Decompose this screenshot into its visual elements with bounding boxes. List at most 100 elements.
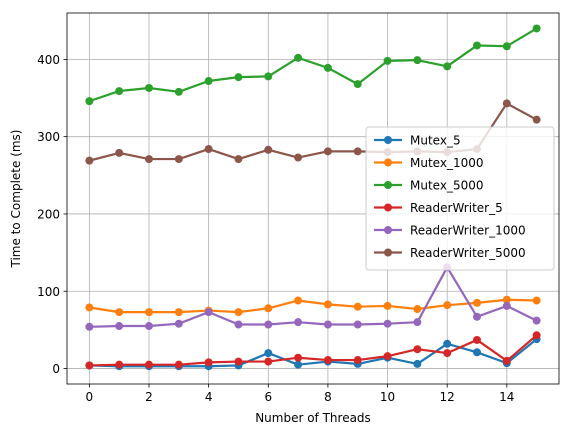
y-axis-label: Time to Complete (ms): [9, 130, 23, 269]
y-tick-label: 300: [37, 130, 60, 144]
legend-item: ReaderWriter_5: [374, 201, 503, 215]
x-tick-label: 8: [324, 390, 332, 404]
data-point: [115, 87, 124, 96]
series-readerwriter-5: [85, 331, 541, 370]
data-point: [383, 56, 392, 65]
legend-swatch-marker: [384, 248, 392, 257]
data-point: [204, 145, 213, 154]
data-point: [234, 155, 243, 164]
data-point: [323, 300, 332, 309]
data-point: [443, 349, 452, 358]
y-tick-label: 100: [37, 285, 60, 299]
data-point: [443, 62, 452, 71]
data-point: [323, 356, 332, 365]
legend-item: ReaderWriter_1000: [374, 224, 526, 238]
data-point: [413, 359, 422, 368]
legend-swatch-marker: [384, 136, 392, 144]
data-point: [502, 295, 511, 304]
data-point: [264, 72, 273, 81]
data-point: [85, 156, 94, 165]
plot-area-frame: [66, 12, 560, 385]
y-axis-ticks: 0 100 200 300 400: [37, 53, 67, 376]
data-point: [353, 302, 362, 311]
x-tick-label: 4: [205, 390, 213, 404]
data-point: [353, 356, 362, 365]
data-point: [204, 358, 213, 367]
legend-label: ReaderWriter_5000: [410, 246, 526, 260]
data-point: [473, 298, 481, 307]
data-point: [473, 348, 481, 357]
legend: Mutex_5 Mutex_1000 Mutex_5000 ReaderWriter_…: [365, 126, 555, 271]
x-tick-label: 10: [380, 390, 395, 404]
series-line: [89, 298, 537, 314]
data-point: [85, 322, 94, 331]
data-point: [473, 335, 481, 344]
legend-box: [365, 126, 555, 271]
data-point: [323, 63, 332, 72]
data-point: [234, 320, 243, 329]
data-point: [174, 360, 183, 369]
y-tick-label: 0: [52, 362, 60, 376]
data-point: [145, 83, 153, 92]
data-point: [264, 349, 273, 358]
data-point: [353, 80, 362, 89]
data-point: [532, 316, 541, 325]
data-point: [323, 320, 332, 329]
data-point: [145, 308, 153, 317]
series-line: [89, 334, 538, 367]
data-point: [502, 42, 511, 51]
legend-item: Mutex_5000: [374, 179, 483, 193]
data-point: [85, 361, 94, 370]
x-tick-label: 0: [86, 390, 94, 404]
data-point: [294, 360, 303, 369]
legend-swatch-marker: [384, 158, 392, 167]
data-point: [264, 145, 273, 154]
data-point: [234, 308, 243, 317]
data-point: [383, 352, 392, 361]
data-point: [294, 53, 303, 62]
x-axis-label: Number of Threads: [255, 411, 371, 425]
data-point: [145, 322, 153, 331]
data-point: [443, 301, 452, 310]
data-point: [264, 357, 273, 366]
data-point: [264, 320, 273, 329]
data-point: [413, 56, 422, 65]
y-tick-label: 400: [37, 53, 60, 67]
y-tick-label: 200: [37, 207, 60, 221]
data-point: [383, 301, 392, 310]
data-point: [174, 308, 183, 317]
x-tick-label: 12: [440, 390, 455, 404]
data-point: [443, 339, 452, 348]
data-point: [115, 322, 124, 331]
x-tick-label: 6: [264, 390, 272, 404]
data-point: [174, 87, 183, 96]
legend-label: Mutex_1000: [410, 156, 483, 170]
data-point: [264, 304, 273, 313]
series-line: [89, 338, 538, 368]
data-point: [145, 155, 153, 164]
legend-label: ReaderWriter_1000: [410, 224, 526, 238]
legend-label: ReaderWriter_5: [410, 201, 503, 215]
x-tick-label: 2: [145, 390, 153, 404]
legend-item: Mutex_1000: [374, 156, 483, 170]
data-point: [383, 319, 392, 328]
legend-item: ReaderWriter_5000: [374, 246, 526, 260]
legend-label: Mutex_5000: [410, 179, 483, 193]
data-point: [353, 320, 362, 329]
data-point: [413, 305, 422, 314]
data-point: [532, 296, 541, 305]
data-point: [85, 303, 94, 312]
data-point: [234, 73, 243, 82]
data-point: [174, 319, 183, 328]
data-point: [323, 147, 332, 156]
data-point: [413, 345, 422, 354]
data-point: [294, 353, 303, 362]
series-mutex-5000: [85, 24, 541, 106]
data-point: [502, 99, 511, 108]
series-mutex-1000: [85, 295, 541, 317]
data-point: [294, 296, 303, 305]
data-point: [294, 153, 303, 162]
series-line: [89, 27, 538, 103]
legend-swatch-marker: [384, 181, 392, 189]
data-point: [532, 115, 541, 124]
